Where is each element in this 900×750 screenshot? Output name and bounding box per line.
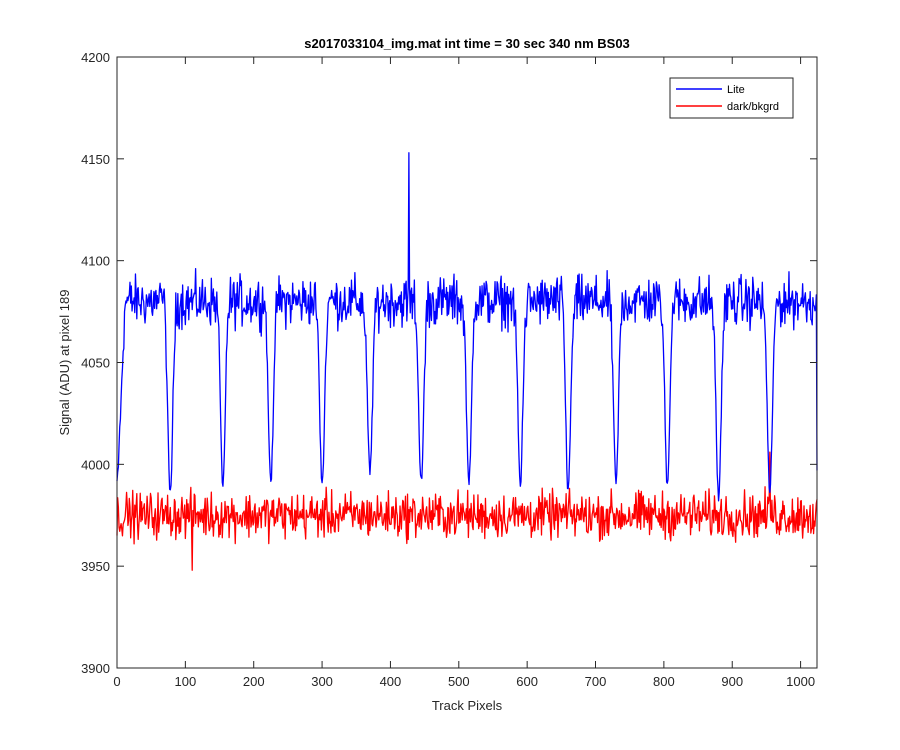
x-ticks: 0 100 200 300 400 500 600 700 800 900 1000 xyxy=(113,57,815,689)
y-tick-label: 4150 xyxy=(81,152,110,167)
series-layer xyxy=(116,152,818,571)
y-tick-label: 4100 xyxy=(81,254,110,269)
series-line-lite xyxy=(116,152,818,502)
x-tick-label: 900 xyxy=(721,674,743,689)
legend-label-lite: Lite xyxy=(727,84,745,96)
y-axis-label: Signal (ADU) at pixel 189 xyxy=(57,290,72,436)
chart-title: s2017033104_img.mat int time = 30 sec 34… xyxy=(304,36,630,51)
x-tick-label: 500 xyxy=(448,674,470,689)
series-line-dark-bkgrd xyxy=(116,451,818,571)
y-tick-label: 3900 xyxy=(81,661,110,676)
y-tick-label: 4050 xyxy=(81,356,110,371)
x-tick-label: 700 xyxy=(585,674,607,689)
x-tick-label: 100 xyxy=(175,674,197,689)
y-tick-label: 4200 xyxy=(81,50,110,65)
y-ticks: 3900 3950 4000 4050 4100 4150 4200 xyxy=(81,50,817,676)
x-tick-label: 600 xyxy=(516,674,538,689)
x-tick-label: 400 xyxy=(380,674,402,689)
x-tick-label: 800 xyxy=(653,674,675,689)
x-tick-label: 0 xyxy=(113,674,120,689)
x-tick-label: 300 xyxy=(311,674,333,689)
y-tick-label: 4000 xyxy=(81,457,110,472)
y-tick-label: 3950 xyxy=(81,559,110,574)
x-tick-label: 1000 xyxy=(786,674,815,689)
legend: Lite dark/bkgrd xyxy=(669,77,794,119)
legend-label-dark: dark/bkgrd xyxy=(727,101,779,113)
x-axis-label: Track Pixels xyxy=(432,698,503,713)
x-tick-label: 200 xyxy=(243,674,265,689)
plot-area xyxy=(117,57,817,668)
legend-box xyxy=(669,77,794,119)
